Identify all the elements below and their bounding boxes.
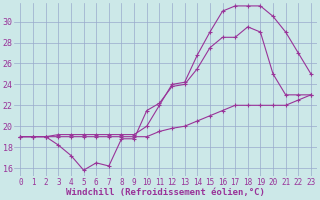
X-axis label: Windchill (Refroidissement éolien,°C): Windchill (Refroidissement éolien,°C) [66,188,265,197]
